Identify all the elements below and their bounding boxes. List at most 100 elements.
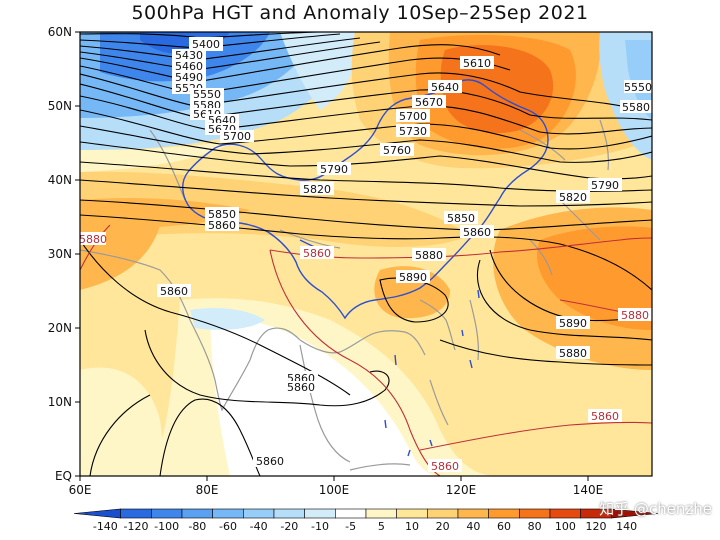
coastlines [80,119,610,471]
svg-text:5880: 5880 [415,249,443,262]
colorbar-swatch [335,508,367,519]
colorbar-label: 120 [586,520,607,533]
svg-text:5850: 5850 [447,212,475,225]
x-tick-label: 80E [196,483,219,497]
contour-label-red: 5860 [300,246,334,260]
contour-label: 5850 [205,207,239,221]
y-tick-label: 30N [48,247,72,261]
svg-text:5730: 5730 [399,125,427,138]
contour-labels: 5400 5430 5460 5490 5520 5550 5580 5610 … [157,37,652,468]
contour-label: 5850 [444,211,478,225]
colorbar-label: 140 [616,520,637,533]
svg-text:5430: 5430 [175,49,203,62]
colorbar-label: 100 [555,520,576,533]
contour-label: 5820 [556,190,590,204]
contour-label-red: 5880 [79,232,107,246]
contour-label: 5890 [396,270,430,284]
colorbar-swatch [519,508,551,519]
red-contour-labels: 5860 5880 5860 5860 5880 [79,232,652,473]
x-tick-label: 60E [69,483,92,497]
colorbar-swatch [427,508,459,519]
contour-label: 5820 [300,182,334,196]
contour-label: 5890 [556,316,590,330]
contour-label: 5700 [220,130,254,143]
svg-text:5890: 5890 [399,271,427,284]
y-tick-label: EQ [55,469,72,483]
colorbar-swatch [457,508,489,519]
y-tick-label: 10N [48,395,72,409]
colorbar: -140 -120 -100 -80 -60 -40 -20 -10 -5 5 10 20 40 60 80… [73,508,659,533]
colorbar-swatch [73,508,121,519]
contour-label: 5880 [556,346,590,360]
contour-label: 5880 [412,248,446,262]
colorbar-label: 5 [378,520,385,533]
svg-text:5860: 5860 [256,455,284,468]
contour-label-red: 5860 [588,409,622,423]
contour-label: 5580 [620,100,652,114]
colorbar-label: 20 [436,520,450,533]
colorbar-swatch [120,508,152,519]
svg-text:5700: 5700 [223,130,251,143]
svg-text:5860: 5860 [431,460,459,473]
svg-text:5850: 5850 [208,208,236,221]
x-tick-label: 100E [319,483,350,497]
y-axis-labels: 60N 50N 40N 30N 20N 10N EQ [48,25,72,483]
colorbar-swatch [212,508,244,519]
svg-text:5880: 5880 [559,347,587,360]
colorbar-label: 60 [497,520,511,533]
colorbar-label: 40 [466,520,480,533]
contour-label: 5610 [460,56,494,70]
colorbar-swatch [304,508,336,519]
contour-label: 5640 [428,80,462,94]
svg-text:5640: 5640 [431,81,459,94]
map-title: 500hPa HGT and Anomaly 10Sep–25Sep 2021 [131,2,589,24]
contour-label: 5730 [396,124,430,138]
contour-label: 5550 [624,80,652,94]
contour-label: 5860 [205,218,239,232]
y-tick-label: 40N [48,173,72,187]
colorbar-label: -10 [311,520,329,533]
colorbar-swatch [365,508,397,519]
y-tick-label: 50N [48,99,72,113]
contour-label: 5460 [172,60,206,73]
contour-label: 5860 [253,454,287,468]
svg-text:5860: 5860 [208,219,236,232]
contour-label: 5430 [172,49,206,62]
svg-text:5790: 5790 [591,179,619,192]
contour-label-red: 5860 [428,459,462,473]
colorbar-swatch [611,508,659,519]
colorbar-swatch [181,508,213,519]
colorbar-swatch [243,508,275,519]
y-tick-label: 20N [48,321,72,335]
colorbar-label: -120 [124,520,149,533]
contour-label: 5860 [460,225,494,239]
svg-text:5880: 5880 [79,233,107,246]
colorbar-swatch [488,508,520,519]
svg-text:5580: 5580 [622,101,650,114]
colorbar-label: -5 [345,520,356,533]
contour-label: 5670 [412,95,446,109]
contour-label: 5400 [189,37,223,51]
colorbar-label: -60 [219,520,237,533]
x-tick-label: 120E [446,483,477,497]
svg-text:5760: 5760 [383,144,411,157]
contour-label: 5490 [172,71,206,84]
svg-text:5550: 5550 [624,81,652,94]
contour-label: 5700 [396,109,430,123]
svg-text:5490: 5490 [175,71,203,84]
colorbar-label: -100 [154,520,179,533]
svg-text:5860: 5860 [463,226,491,239]
colorbar-swatch [273,508,305,519]
y-tick-label: 60N [48,25,72,39]
contour-label: 5790 [317,162,351,176]
colorbar-label: -140 [93,520,118,533]
colorbar-label: -20 [280,520,298,533]
svg-text:5610: 5610 [463,57,491,70]
svg-text:5890: 5890 [559,317,587,330]
svg-text:5820: 5820 [559,191,587,204]
svg-text:5860: 5860 [303,247,331,260]
svg-text:5880: 5880 [621,309,649,322]
tick-marks [75,31,589,481]
svg-text:5820: 5820 [303,183,331,196]
